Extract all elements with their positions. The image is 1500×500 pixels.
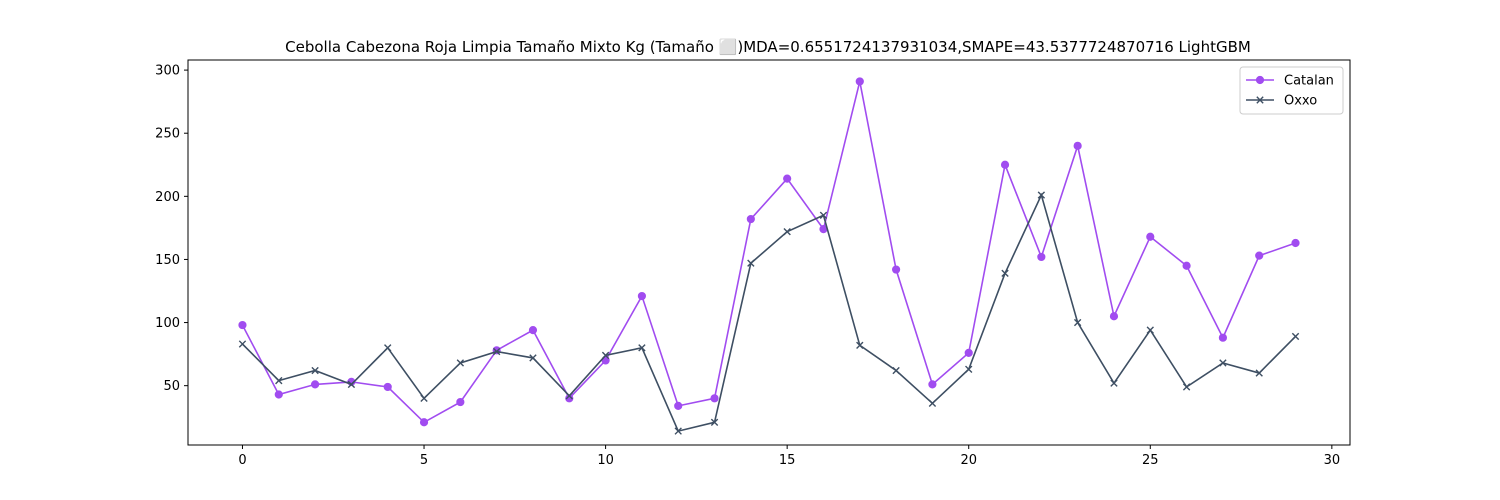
- point-catalan-0: [238, 320, 247, 330]
- point-oxxo-23: [1073, 318, 1082, 327]
- point-oxxo-20: [965, 365, 973, 373]
- point-oxxo-3: [347, 380, 356, 389]
- point-oxxo-28: [1255, 369, 1263, 377]
- point-oxxo-10: [601, 351, 610, 360]
- point-oxxo-4: [384, 344, 392, 352]
- y-tick-label-4: 250: [155, 127, 180, 142]
- point-catalan-25: [1146, 232, 1155, 241]
- y-tick-label-2: 150: [155, 253, 180, 268]
- x-tick-label-2: 10: [597, 453, 614, 468]
- point-oxxo-25: [1146, 326, 1154, 334]
- point-oxxo-11: [638, 344, 646, 352]
- y-tick-label-0: 50: [163, 379, 180, 394]
- point-catalan-1: [274, 390, 283, 399]
- point-catalan-14: [746, 214, 755, 224]
- legend-label-catalan: Catalan: [1284, 74, 1334, 89]
- x-tick-label-4: 20: [960, 453, 977, 468]
- point-oxxo-16: [819, 211, 828, 219]
- legend-label-oxxo: Oxxo: [1284, 94, 1317, 109]
- point-catalan-2: [310, 380, 320, 389]
- y-tick-label-3: 200: [155, 190, 180, 205]
- legend-marker-oxxo: [1256, 96, 1264, 104]
- point-catalan-26: [1182, 261, 1191, 270]
- point-catalan-5: [419, 418, 429, 427]
- point-catalan-28: [1255, 251, 1264, 260]
- point-catalan-18: [891, 265, 901, 274]
- point-oxxo-22: [1037, 191, 1046, 199]
- legend-entry-oxxo: Oxxo: [1246, 94, 1317, 109]
- point-oxxo-8: [529, 354, 537, 362]
- chart-title: Cebolla Cabezona Roja Limpia Tamaño Mixt…: [285, 38, 1251, 56]
- point-oxxo-12: [674, 427, 682, 435]
- x-tick-label-3: 15: [779, 453, 796, 468]
- point-catalan-29: [1291, 238, 1300, 248]
- legend-entry-catalan: Catalan: [1246, 74, 1334, 89]
- point-catalan-22: [1037, 252, 1046, 262]
- series-oxxo: [238, 191, 1300, 435]
- legend-box: [1239, 66, 1344, 115]
- point-oxxo-0: [238, 340, 247, 348]
- point-oxxo-13: [710, 418, 719, 426]
- legend: Catalan Oxxo: [1239, 66, 1344, 115]
- x-tick-label-6: 30: [1324, 453, 1341, 468]
- point-catalan-19: [928, 380, 937, 389]
- point-oxxo-14: [747, 259, 755, 267]
- series-line-oxxo: [241, 192, 1297, 433]
- plot-area: [187, 59, 1351, 446]
- point-oxxo-1: [275, 376, 283, 385]
- point-catalan-23: [1073, 141, 1082, 150]
- x-tick-label-0: 0: [238, 453, 246, 468]
- point-oxxo-6: [456, 359, 465, 367]
- point-catalan-15: [783, 174, 792, 183]
- point-oxxo-26: [1182, 383, 1191, 391]
- point-catalan-11: [637, 291, 647, 301]
- point-oxxo-9: [565, 392, 573, 400]
- point-oxxo-2: [311, 366, 319, 375]
- y-tick-label-5: 300: [155, 64, 180, 79]
- point-catalan-20: [964, 348, 973, 357]
- point-oxxo-5: [420, 394, 428, 402]
- point-catalan-6: [456, 397, 465, 407]
- point-oxxo-19: [928, 399, 937, 408]
- point-oxxo-24: [1110, 379, 1118, 387]
- series-catalan: [238, 77, 1300, 427]
- x-tick-label-5: 25: [1142, 453, 1159, 468]
- y-tick-label-1: 100: [155, 316, 180, 331]
- point-oxxo-15: [783, 227, 791, 236]
- point-oxxo-18: [892, 366, 900, 375]
- point-oxxo-27: [1219, 359, 1227, 367]
- point-oxxo-29: [1291, 332, 1300, 341]
- point-catalan-24: [1109, 312, 1119, 321]
- point-oxxo-21: [1001, 269, 1009, 278]
- series-line-catalan: [241, 81, 1296, 424]
- point-catalan-17: [855, 77, 864, 86]
- point-catalan-27: [1218, 333, 1228, 342]
- x-tick-label-1: 5: [420, 453, 428, 468]
- point-catalan-21: [1000, 160, 1010, 169]
- point-catalan-13: [710, 394, 719, 403]
- point-catalan-4: [383, 382, 392, 392]
- point-catalan-8: [528, 326, 538, 335]
- legend-marker-catalan: [1255, 75, 1265, 85]
- series-layer: [238, 77, 1300, 435]
- axis-ticks: 0 5 10 15 20 25 30 50 100 150 200 250 300: [155, 64, 1340, 468]
- point-oxxo-7: [492, 347, 501, 356]
- point-catalan-12: [674, 401, 683, 410]
- point-oxxo-17: [856, 341, 864, 349]
